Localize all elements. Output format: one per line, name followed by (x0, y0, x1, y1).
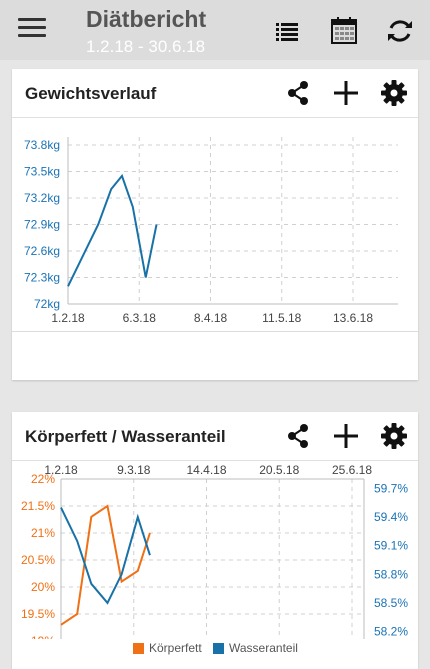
y-tick-label: 72kg (34, 297, 60, 311)
series-line-wasseranteil (60, 507, 151, 605)
calendar-icon[interactable] (329, 16, 359, 46)
series-line-koerperfett (60, 504, 151, 626)
y-tick-label: 73.8kg (24, 138, 60, 152)
card-title: Gewichtsverlauf (25, 84, 157, 103)
y-tick-label: 72.3kg (24, 271, 60, 285)
body-composition-chart: 19% 19.5% 20% 20.5% 21% 21.5% 22% 58.2% 58.5% 58.… (21, 463, 408, 639)
x-tick-label: 1.2.18 (51, 311, 85, 325)
refresh-icon[interactable] (385, 16, 415, 46)
chart-legend: Körperfett Wasseranteil (0, 641, 430, 665)
weight-chart: 72kg 72.3kg 72.6kg 72.9kg 73.2kg 73.5kg 73.8kg… (24, 137, 398, 325)
y-right-tick-label: 58.8% (374, 567, 408, 581)
y-right-tick-label: 59.4% (374, 510, 408, 524)
weight-card: Gewichtsverlauf 72kg 72.3kg 72.6kg 72.9kg 73… (12, 69, 418, 380)
y-right-tick-label: 58.5% (374, 596, 408, 610)
y-right-tick-label: 59.1% (374, 539, 408, 553)
card-header: Gewichtsverlauf (12, 69, 418, 118)
y-left-tick-label: 22% (31, 472, 55, 486)
x-tick-label: 9.3.18 (117, 463, 151, 477)
series-line-weight (67, 173, 158, 287)
body-composition-card: Körperfett / Wasseranteil (12, 412, 418, 669)
share-icon[interactable] (284, 422, 312, 450)
y-tick-label: 72.9kg (24, 218, 60, 232)
menu-icon[interactable] (18, 18, 46, 42)
x-tick-label: 13.6.18 (333, 311, 373, 325)
card-title: Körperfett / Wasseranteil (25, 427, 226, 446)
legend-label: Wasseranteil (229, 641, 298, 655)
gear-icon[interactable] (380, 422, 408, 450)
gear-icon[interactable] (380, 79, 408, 107)
y-tick-label: 73.5kg (24, 165, 60, 179)
legend-label: Körperfett (149, 641, 202, 655)
y-left-tick-label: 21.5% (21, 499, 55, 513)
y-tick-label: 73.2kg (24, 191, 60, 205)
x-tick-label: 1.2.18 (44, 463, 78, 477)
share-icon[interactable] (284, 79, 312, 107)
y-left-tick-label: 20.5% (21, 553, 55, 567)
legend-item-koerperfett: Körperfett (133, 641, 202, 655)
legend-swatch (133, 642, 144, 654)
x-tick-label: 25.6.18 (332, 463, 372, 477)
card-header: Körperfett / Wasseranteil (12, 412, 418, 461)
app-bar: Diätbericht 1.2.18 - 30.6.18 (0, 0, 430, 60)
y-left-tick-label: 19% (31, 634, 55, 639)
divider (12, 331, 418, 332)
date-range[interactable]: 1.2.18 - 30.6.18 (86, 37, 206, 56)
y-left-tick-label: 21% (31, 526, 55, 540)
y-left-tick-label: 20% (31, 580, 55, 594)
x-tick-label: 8.4.18 (194, 311, 228, 325)
y-right-tick-label: 58.2% (374, 624, 408, 638)
add-icon[interactable] (332, 422, 360, 450)
x-tick-label: 11.5.18 (262, 311, 301, 325)
x-tick-label: 14.4.18 (186, 463, 226, 477)
y-left-tick-label: 19.5% (21, 607, 55, 621)
add-icon[interactable] (332, 79, 360, 107)
x-tick-label: 20.5.18 (259, 463, 299, 477)
list-icon[interactable] (272, 16, 302, 46)
y-tick-label: 72.6kg (24, 244, 60, 258)
legend-swatch (213, 642, 224, 654)
y-right-tick-label: 59.7% (374, 482, 408, 496)
x-tick-label: 6.3.18 (123, 311, 157, 325)
app-title: Diätbericht (86, 6, 207, 32)
legend-item-wasseranteil: Wasseranteil (213, 641, 298, 655)
